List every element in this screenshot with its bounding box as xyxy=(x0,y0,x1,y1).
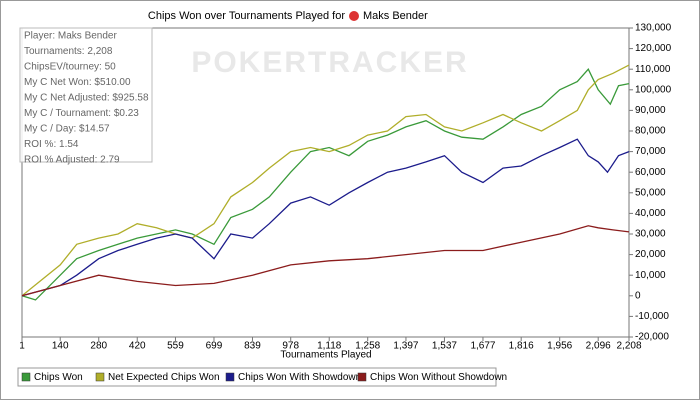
stats-line: ChipsEV/tourney: 50 xyxy=(24,62,116,73)
x-tick-label: 420 xyxy=(129,341,146,352)
legend-label: Chips Won Without Showdown xyxy=(370,372,507,383)
y-tick-label: 30,000 xyxy=(635,229,666,240)
stats-line: Player: Maks Bender xyxy=(24,31,117,42)
player-name: Maks Bender xyxy=(363,10,428,22)
legend-label: Chips Won xyxy=(34,372,83,383)
x-tick-label: 280 xyxy=(90,341,107,352)
y-tick-label: 110,000 xyxy=(635,64,671,75)
y-tick-label: 10,000 xyxy=(635,270,666,281)
legend-label: Net Expected Chips Won xyxy=(108,372,220,383)
x-tick-label: 140 xyxy=(52,341,69,352)
y-tick-label: 50,000 xyxy=(635,187,666,198)
stats-line: ROI % Adjusted: 2.79 xyxy=(24,155,120,166)
y-tick-label: 60,000 xyxy=(635,167,666,178)
y-tick-label: 130,000 xyxy=(635,23,672,34)
x-tick-label: 559 xyxy=(167,341,184,352)
x-tick-label: 839 xyxy=(244,341,261,352)
stats-line: ROI %: 1.54 xyxy=(24,139,79,150)
x-tick-label: 1,956 xyxy=(547,341,572,352)
x-tick-label: 978 xyxy=(282,341,299,352)
y-tick-label: 90,000 xyxy=(635,105,666,116)
x-tick-label: 1,537 xyxy=(432,341,457,352)
stats-line: Tournaments: 2,208 xyxy=(24,46,113,57)
legend-swatch xyxy=(95,372,105,382)
series-line xyxy=(21,64,630,297)
y-tick-label: -10,000 xyxy=(635,311,669,322)
x-tick-label: 1 xyxy=(19,341,25,352)
x-tick-label: 1,397 xyxy=(393,341,418,352)
stats-line: My C / Day: $14.57 xyxy=(24,124,110,135)
series-line xyxy=(21,138,630,297)
stats-line: My C / Tournament: $0.23 xyxy=(24,108,139,119)
y-tick-label: 0 xyxy=(635,290,641,301)
y-tick-label: 40,000 xyxy=(635,208,666,219)
y-tick-label: 100,000 xyxy=(635,84,672,95)
x-tick-label: 1,258 xyxy=(355,341,380,352)
player-icon xyxy=(349,11,359,21)
watermark: POKERTRACKER xyxy=(191,46,468,79)
y-tick-label: 80,000 xyxy=(635,126,666,137)
legend-label: Chips Won With Showdown xyxy=(238,372,361,383)
stats-line: My C Net Adjusted: $925.58 xyxy=(24,93,149,104)
x-tick-label: 1,677 xyxy=(470,341,495,352)
x-tick-label: 1,816 xyxy=(509,341,534,352)
y-tick-label: -20,000 xyxy=(635,332,669,343)
legend-swatch xyxy=(21,372,31,382)
series-line xyxy=(21,68,630,301)
stats-box xyxy=(19,27,153,163)
x-axis-label: Tournaments Played xyxy=(280,350,371,361)
plot-border xyxy=(21,27,630,338)
legend-swatch xyxy=(225,372,235,382)
y-tick-label: 70,000 xyxy=(635,146,666,157)
y-tick-label: 20,000 xyxy=(635,249,666,260)
stats-line: My C Net Won: $510.00 xyxy=(24,77,131,88)
x-tick-label: 2,208 xyxy=(616,341,641,352)
chart-title: Chips Won over Tournaments Played for xyxy=(148,10,345,22)
x-tick-label: 699 xyxy=(206,341,223,352)
x-tick-label: 1,118 xyxy=(317,341,342,352)
series-line xyxy=(21,225,630,297)
legend xyxy=(17,367,497,387)
legend-swatch xyxy=(357,372,367,382)
x-tick-label: 2,096 xyxy=(586,341,611,352)
y-tick-label: 120,000 xyxy=(635,43,672,54)
